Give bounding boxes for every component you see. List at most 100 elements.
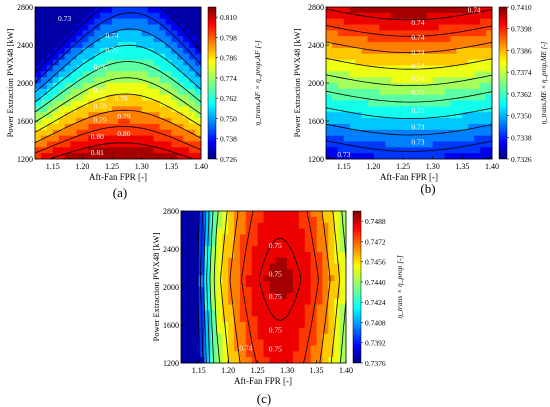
pa-cell	[195, 36, 202, 43]
pa-cell	[165, 129, 172, 137]
pc-cell	[298, 251, 306, 259]
pa-cell	[35, 118, 42, 125]
pa-cell	[118, 71, 125, 78]
pc-cell	[181, 351, 188, 358]
pc-cell	[181, 211, 188, 218]
pa-cell	[106, 153, 113, 160]
pa-cell	[112, 94, 119, 101]
pb-cell	[432, 106, 440, 113]
pa-cell	[106, 7, 113, 14]
pa-cell	[171, 71, 178, 78]
pc-cell	[340, 322, 347, 329]
pc-cell	[192, 345, 200, 352]
pc-cell	[251, 316, 258, 323]
pa-cell	[82, 100, 89, 107]
pc-cell	[281, 216, 288, 224]
pa-cell	[147, 94, 154, 101]
pb-cell	[420, 112, 428, 119]
pb-cell	[409, 88, 416, 96]
pc-cell	[198, 211, 205, 218]
pb-cell	[331, 100, 339, 107]
pa-contour-label: 0.78	[94, 102, 107, 111]
pb-cell	[355, 77, 362, 84]
pc-cell	[269, 275, 276, 282]
pb-cell	[486, 42, 493, 49]
pb-cell	[456, 112, 463, 119]
pc-cell	[292, 304, 300, 311]
pc-cell	[251, 211, 258, 218]
pa-cell	[64, 135, 71, 142]
pa-cell	[123, 135, 131, 142]
pa-cell	[141, 12, 149, 20]
pa-cell	[106, 36, 113, 43]
pa-contour-label: 0.80	[117, 129, 130, 138]
pc-cell	[269, 234, 276, 241]
pb-cell	[420, 118, 428, 125]
pb-cell	[361, 30, 368, 37]
pa-cell	[35, 7, 42, 14]
pa-cell	[64, 83, 71, 90]
pa-cell	[171, 106, 178, 113]
pb-cell	[444, 112, 451, 119]
pb-cell	[403, 94, 410, 101]
pc-cell	[181, 316, 188, 323]
pc-cell	[198, 333, 205, 341]
pb-cell	[456, 147, 463, 154]
pb-cell	[379, 123, 386, 131]
pb-cell	[468, 7, 475, 14]
pb-cell	[480, 123, 487, 131]
pa-cell	[177, 129, 184, 137]
pc-cell	[222, 257, 229, 265]
pb-cell	[337, 135, 345, 142]
pa-cell	[171, 77, 178, 84]
pb-cell	[480, 153, 487, 160]
pc-cell	[310, 211, 317, 218]
pc-cell	[298, 351, 306, 358]
pa-cell	[135, 153, 143, 160]
pb-cell	[385, 112, 392, 119]
pc-cell	[239, 269, 247, 276]
pc-cell	[204, 292, 211, 300]
pa-cell	[35, 135, 42, 142]
pb-cell	[379, 94, 386, 101]
pa-cell	[189, 24, 196, 31]
pb-cell	[480, 65, 487, 72]
pb-cell	[379, 83, 386, 90]
pc-cell	[192, 222, 200, 229]
pc-cell	[251, 281, 258, 288]
pc-cell	[245, 327, 253, 335]
pc-cell	[198, 246, 205, 253]
pb-cell	[355, 135, 362, 142]
pc-cell	[257, 228, 264, 235]
pb-cell	[331, 24, 339, 31]
pa-cell	[195, 123, 202, 131]
panel-b-field	[326, 7, 493, 160]
pb-cell	[349, 123, 357, 131]
pb-cell	[391, 24, 398, 31]
pb-cell	[397, 42, 404, 49]
pc-cell	[210, 339, 217, 346]
pb-contour-line	[325, 123, 493, 136]
pc-cbtick-label: 0.7424	[365, 298, 386, 307]
pc-cell	[322, 257, 329, 265]
pa-cell	[35, 141, 42, 148]
pb-cell	[367, 42, 374, 49]
pa-cell	[88, 42, 95, 49]
pb-cell	[385, 153, 392, 160]
pb-cell	[468, 53, 475, 61]
pb-cell	[456, 42, 463, 49]
pa-cell	[183, 36, 190, 43]
pb-cell	[480, 94, 487, 101]
pb-cell	[397, 153, 404, 160]
pb-cell	[391, 100, 398, 107]
pc-cell	[287, 251, 294, 259]
pa-cell	[171, 53, 178, 61]
pa-cell	[40, 106, 48, 113]
pa-cell	[135, 53, 143, 61]
pa-cell	[76, 36, 83, 43]
pb-cell	[468, 153, 475, 160]
pc-cell	[222, 351, 229, 358]
panel-a-xlabel: Aft-Fan FPR [-]	[89, 172, 147, 182]
pa-cell	[195, 129, 202, 137]
pa-cell	[183, 135, 190, 142]
